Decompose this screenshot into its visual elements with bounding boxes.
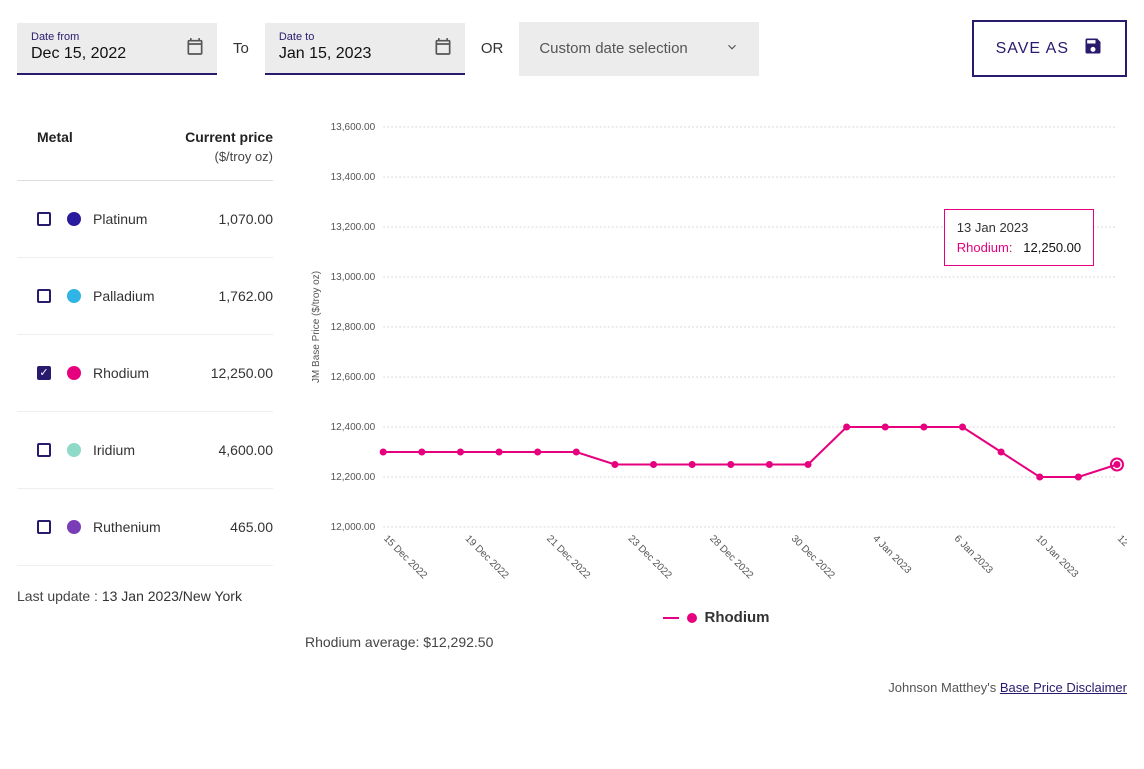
- custom-date-label: Custom date selection: [539, 40, 687, 57]
- metal-checkbox[interactable]: [37, 366, 51, 380]
- save-as-button[interactable]: SAVE AS: [972, 20, 1127, 77]
- disclaimer-link[interactable]: Base Price Disclaimer: [1000, 680, 1127, 695]
- svg-text:21 Dec 2022: 21 Dec 2022: [544, 533, 592, 581]
- metal-checkbox[interactable]: [37, 289, 51, 303]
- save-as-label: SAVE AS: [996, 40, 1069, 58]
- metal-swatch: [67, 443, 81, 457]
- date-to-value: Jan 15, 2023: [279, 45, 451, 63]
- calendar-icon[interactable]: [433, 36, 453, 59]
- svg-text:13,600.00: 13,600.00: [331, 122, 376, 133]
- svg-text:13,000.00: 13,000.00: [331, 272, 376, 283]
- to-text: To: [233, 40, 249, 57]
- svg-text:19 Dec 2022: 19 Dec 2022: [463, 533, 511, 581]
- svg-text:23 Dec 2022: 23 Dec 2022: [626, 533, 674, 581]
- price-line-chart: 12,000.00 12,200.00 12,400.00 12,600.00 12,8…: [305, 117, 1127, 597]
- svg-text:6 Jan 2023: 6 Jan 2023: [952, 533, 995, 576]
- svg-text:12,200.00: 12,200.00: [331, 472, 376, 483]
- header-price: Current price ($/troy oz): [185, 129, 273, 164]
- chevron-down-icon: [725, 40, 739, 58]
- svg-text:13,400.00: 13,400.00: [331, 172, 376, 183]
- calendar-icon[interactable]: [185, 36, 205, 59]
- legend-label: Rhodium: [705, 609, 770, 626]
- metal-row[interactable]: Platinum1,070.00: [17, 181, 273, 258]
- metal-price: 1,070.00: [219, 211, 274, 227]
- metal-swatch: [67, 212, 81, 226]
- tooltip-value: 12,250.00: [1023, 240, 1081, 255]
- metal-price: 465.00: [230, 519, 273, 535]
- chart-legend: Rhodium: [305, 609, 1127, 626]
- legend-line: [663, 617, 679, 619]
- svg-text:4 Jan 2023: 4 Jan 2023: [870, 533, 913, 576]
- date-to-label: Date to: [279, 31, 451, 43]
- or-text: OR: [481, 40, 504, 57]
- chart-area: 12,000.00 12,200.00 12,400.00 12,600.00 12,8…: [305, 117, 1127, 695]
- metal-name: Ruthenium: [93, 519, 230, 535]
- legend-dot: [687, 613, 697, 623]
- average-text: Rhodium average: $12,292.50: [305, 634, 1127, 650]
- metal-row[interactable]: Iridium4,600.00: [17, 412, 273, 489]
- metal-row[interactable]: Rhodium12,250.00: [17, 335, 273, 412]
- save-icon: [1083, 36, 1103, 61]
- svg-text:13,200.00: 13,200.00: [331, 222, 376, 233]
- metal-checkbox[interactable]: [37, 520, 51, 534]
- svg-text:12,600.00: 12,600.00: [331, 372, 376, 383]
- metal-swatch: [67, 520, 81, 534]
- metal-checkbox[interactable]: [37, 443, 51, 457]
- date-to-field[interactable]: Date to Jan 15, 2023: [265, 23, 465, 75]
- metal-name: Rhodium: [93, 365, 211, 381]
- svg-text:12,400.00: 12,400.00: [331, 422, 376, 433]
- top-toolbar: Date from Dec 15, 2022 To Date to Jan 15…: [17, 20, 1127, 77]
- svg-text:10 Jan 2023: 10 Jan 2023: [1033, 533, 1080, 580]
- metal-name: Platinum: [93, 211, 219, 227]
- svg-text:28 Dec 2022: 28 Dec 2022: [707, 533, 755, 581]
- last-update: Last update : 13 Jan 2023/New York: [17, 588, 273, 604]
- metal-row[interactable]: Palladium1,762.00: [17, 258, 273, 335]
- metal-swatch: [67, 366, 81, 380]
- date-from-label: Date from: [31, 31, 203, 43]
- footer-text: Johnson Matthey's: [888, 680, 1000, 695]
- svg-text:30 Dec 2022: 30 Dec 2022: [789, 533, 837, 581]
- metals-sidebar: Metal Current price ($/troy oz) Platinum…: [17, 117, 273, 695]
- svg-text:12,800.00: 12,800.00: [331, 322, 376, 333]
- custom-date-select[interactable]: Custom date selection: [519, 22, 759, 76]
- date-from-value: Dec 15, 2022: [31, 45, 203, 63]
- metals-table-header: Metal Current price ($/troy oz): [17, 117, 273, 181]
- tooltip-metal: Rhodium:: [957, 240, 1013, 255]
- svg-text:JM Base Price ($/troy oz): JM Base Price ($/troy oz): [311, 271, 322, 383]
- metal-row[interactable]: Ruthenium465.00: [17, 489, 273, 566]
- metal-checkbox[interactable]: [37, 212, 51, 226]
- footer: Johnson Matthey's Base Price Disclaimer: [305, 680, 1127, 695]
- metal-price: 12,250.00: [211, 365, 273, 381]
- tooltip-date: 13 Jan 2023: [957, 218, 1081, 238]
- metal-price: 4,600.00: [219, 442, 274, 458]
- chart-tooltip: 13 Jan 2023 Rhodium: 12,250.00: [944, 209, 1094, 266]
- date-from-field[interactable]: Date from Dec 15, 2022: [17, 23, 217, 75]
- metal-name: Iridium: [93, 442, 219, 458]
- metal-name: Palladium: [93, 288, 219, 304]
- svg-text:12,000.00: 12,000.00: [331, 522, 376, 533]
- metal-price: 1,762.00: [219, 288, 274, 304]
- svg-text:12 Jan 2023: 12 Jan 2023: [1115, 533, 1127, 580]
- header-metal: Metal: [37, 129, 73, 145]
- metal-swatch: [67, 289, 81, 303]
- svg-text:15 Dec 2022: 15 Dec 2022: [381, 533, 429, 581]
